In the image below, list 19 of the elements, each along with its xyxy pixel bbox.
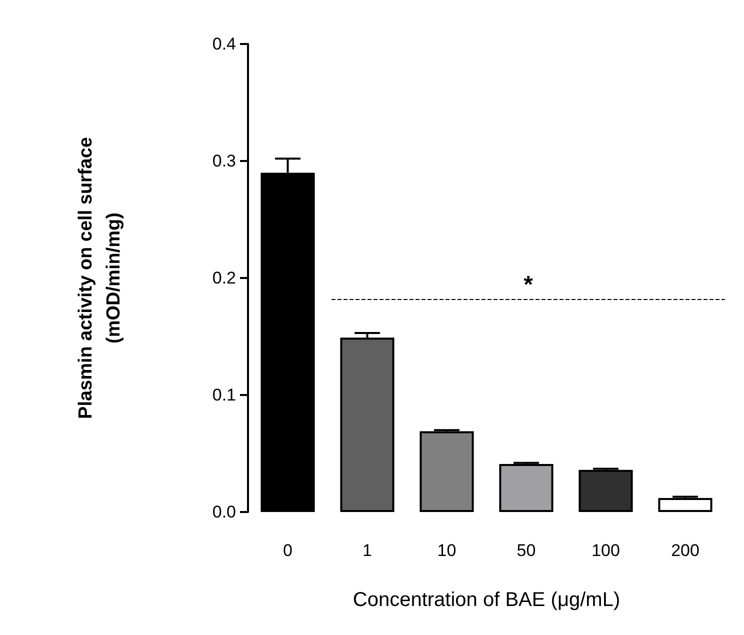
y-tick-label: 0.1 (212, 386, 236, 404)
bar (578, 470, 633, 512)
x-tick-label: 1 (362, 541, 372, 560)
bar (499, 464, 554, 512)
x-tick-label: 50 (516, 541, 536, 560)
y-tick-label: 0.0 (212, 502, 236, 522)
y-tick-label: 0.2 (212, 268, 236, 288)
x-tick-label: 10 (437, 541, 456, 560)
bar (420, 431, 474, 512)
y-tick-label: 0.4 (212, 34, 236, 54)
x-axis-title: Concentration of BAE (μg/mL) (352, 589, 620, 611)
ref-line-label: * (524, 272, 534, 299)
y-tick-label: 0.3 (212, 152, 236, 170)
bar (658, 498, 712, 512)
x-tick-label: 100 (592, 541, 620, 560)
x-tick-label: 200 (671, 541, 700, 560)
x-tick-label: 0 (283, 541, 292, 560)
y-axis-title: Plasmin activity on cell surface (mOD/min/mg) (76, 137, 124, 419)
bar (340, 338, 394, 512)
